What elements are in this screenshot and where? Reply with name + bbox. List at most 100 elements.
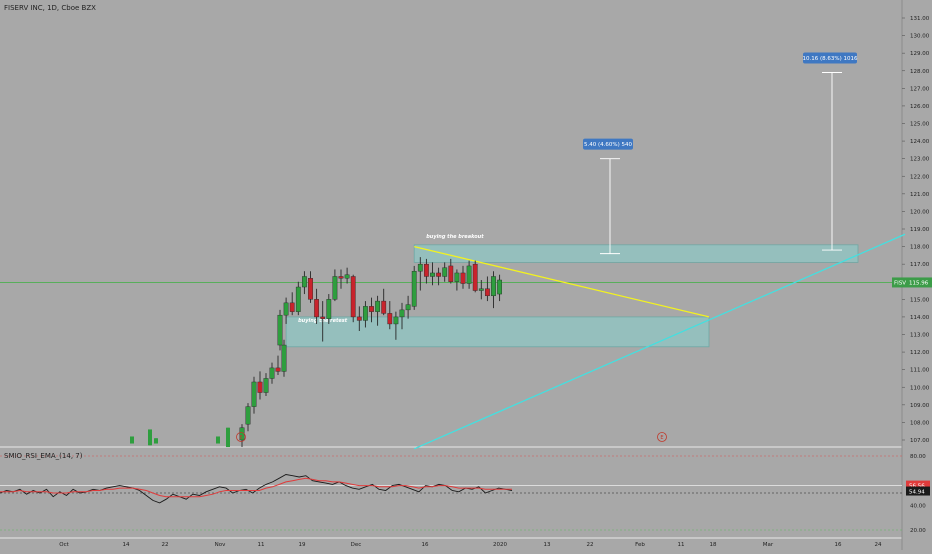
trendlines-layer xyxy=(413,233,906,450)
candle-body xyxy=(417,263,423,272)
x-tick-label: Nov xyxy=(215,542,226,548)
candle-body xyxy=(485,288,490,297)
candle-body xyxy=(448,265,454,282)
earnings-marker-label: E xyxy=(660,435,663,441)
x-tick-label: 19 xyxy=(299,542,306,548)
measure-label: 5.40 (4.60%) 540 xyxy=(584,142,633,148)
y-tick-label: 113.00 xyxy=(910,333,930,339)
candle-body xyxy=(399,309,405,318)
y-tick-label: 111.00 xyxy=(910,368,930,374)
candle-body xyxy=(436,272,441,277)
candle-body xyxy=(289,302,295,312)
indicator-title: SMIO_RSI_EMA_(14, 7) xyxy=(4,452,83,460)
y-tick-label: 121.00 xyxy=(910,192,930,198)
y-tick-label: 115.00 xyxy=(910,297,930,303)
x-tick-label: Feb xyxy=(635,542,645,548)
y-tick-label: 128.00 xyxy=(910,69,930,75)
zone-box xyxy=(413,244,859,263)
x-tick-label: 18 xyxy=(710,542,717,548)
candle-body xyxy=(460,272,466,284)
x-tick-label: Oct xyxy=(59,542,69,548)
x-tick-label: Dec xyxy=(351,542,362,548)
candle-body xyxy=(405,304,411,311)
candle-body xyxy=(154,438,158,444)
candle-body xyxy=(326,299,332,319)
measure-layer: 5.40 (4.60%) 540 10.16 (8.63%) 1016 E E xyxy=(236,52,858,442)
candle-body xyxy=(350,276,356,318)
symbol-label: FISV xyxy=(894,280,906,286)
rsi-value-badge xyxy=(906,480,930,490)
x-tick-label: 16 xyxy=(422,542,429,548)
candle-body xyxy=(454,272,460,282)
candle-body xyxy=(344,274,350,279)
candle-body xyxy=(257,381,263,393)
last-price-label: 115.96 xyxy=(909,280,929,286)
chart-title: FISERV INC, 1D, Cboe BZX xyxy=(4,4,96,12)
axis-layer: 131.00 130.00 129.00 128.00 127.00 126.00 125.… xyxy=(59,16,932,548)
y-tick-label: 112.00 xyxy=(910,350,930,356)
y-tick-label: 129.00 xyxy=(910,51,930,57)
candles-layer xyxy=(130,257,502,448)
x-tick-label: 22 xyxy=(587,542,594,548)
x-tick-label: Mar xyxy=(763,542,774,548)
rsi-line xyxy=(0,474,513,504)
candle-body xyxy=(338,276,344,279)
rsi-ema-value-label: 54.94 xyxy=(909,490,925,496)
candle-body xyxy=(269,367,275,379)
candle-body xyxy=(393,316,399,325)
y-tick-label: 114.00 xyxy=(910,315,930,321)
earnings-marker xyxy=(657,432,667,442)
candle-body xyxy=(375,300,380,312)
candle-body xyxy=(472,263,478,291)
rsi-tick-label: 80.00 xyxy=(910,454,926,460)
y-tick-label: 125.00 xyxy=(910,122,930,128)
x-tick-label: 24 xyxy=(875,542,882,548)
y-tick-label: 119.00 xyxy=(910,227,930,233)
candle-body xyxy=(320,316,326,319)
candle-body xyxy=(430,272,435,277)
x-tick-label: 11 xyxy=(258,542,265,548)
candle-body xyxy=(226,427,230,448)
candle-body xyxy=(369,306,374,312)
candle-body xyxy=(356,316,362,321)
rsi-ema-value-badge xyxy=(906,486,930,496)
x-tick-label: 13 xyxy=(544,542,551,548)
candle-body xyxy=(275,367,281,372)
x-tick-label: 22 xyxy=(162,542,169,548)
zone-label: buying the breakout xyxy=(426,234,484,240)
candle-body xyxy=(381,300,387,314)
zone-box xyxy=(285,316,710,348)
candle-body xyxy=(363,306,368,321)
candle-body xyxy=(245,406,251,425)
y-tick-label: 126.00 xyxy=(910,104,930,110)
candle-body xyxy=(442,267,448,277)
candle-body xyxy=(497,279,502,295)
candle-body xyxy=(277,314,283,346)
x-tick-label: 2020 xyxy=(493,542,507,548)
y-tick-label: 130.00 xyxy=(910,34,930,40)
x-tick-label: 16 xyxy=(835,542,842,548)
trendline xyxy=(413,233,906,450)
rsi-layer xyxy=(0,455,902,531)
candle-body xyxy=(314,299,319,318)
candle-body xyxy=(263,378,269,393)
candle-body xyxy=(302,276,307,288)
y-tick-label: 131.00 xyxy=(910,16,930,22)
candle-body xyxy=(308,278,313,300)
y-tick-label: 108.00 xyxy=(910,420,930,426)
y-tick-label: 107.00 xyxy=(910,438,930,444)
candle-body xyxy=(332,276,338,300)
measure-label: 10.16 (8.63%) 1016 xyxy=(802,56,858,62)
y-tick-label: 127.00 xyxy=(910,86,930,92)
candle-body xyxy=(216,436,220,444)
x-tick-label: 11 xyxy=(678,542,685,548)
earnings-marker-label: E xyxy=(239,435,242,441)
candle-body xyxy=(466,265,472,284)
measure-label-bg xyxy=(803,52,857,64)
x-tick-label: 14 xyxy=(123,542,130,548)
y-tick-label: 110.00 xyxy=(910,385,930,391)
last-price-badge xyxy=(892,277,932,288)
